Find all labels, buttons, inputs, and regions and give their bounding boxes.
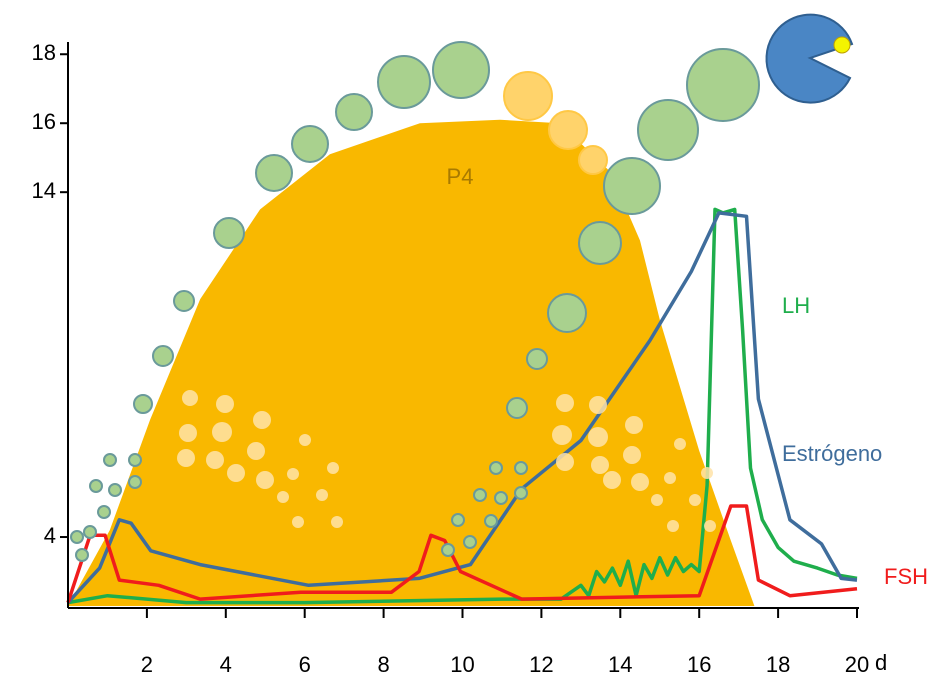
x-tick-label: 4 — [220, 652, 232, 677]
x-tick-label: 2 — [141, 652, 153, 677]
series-label: P4 — [447, 164, 474, 189]
y-tick-label: 4 — [44, 523, 56, 548]
x-tick-label: 12 — [529, 652, 553, 677]
x-tick-label: 14 — [608, 652, 632, 677]
y-tick-label: 18 — [32, 40, 56, 65]
x-tick-label: 20 — [845, 652, 869, 677]
x-tick-label: 10 — [450, 652, 474, 677]
chart: P4 LH Estrógeno FSH 4 14 16 18 2 4 6 8 10 12 14 16 18 20… — [0, 0, 933, 683]
series-label: Estrógeno — [782, 441, 882, 466]
x-tick-label: 16 — [687, 652, 711, 677]
x-tick-label: 18 — [766, 652, 790, 677]
y-tick-label: 16 — [32, 109, 56, 134]
series-label: FSH — [884, 564, 928, 589]
x-tick-label: 6 — [299, 652, 311, 677]
y-tick-label: 14 — [32, 178, 56, 203]
x-tick-label: 8 — [377, 652, 389, 677]
x-axis-label: d — [875, 650, 887, 675]
series-label: LH — [782, 293, 810, 318]
